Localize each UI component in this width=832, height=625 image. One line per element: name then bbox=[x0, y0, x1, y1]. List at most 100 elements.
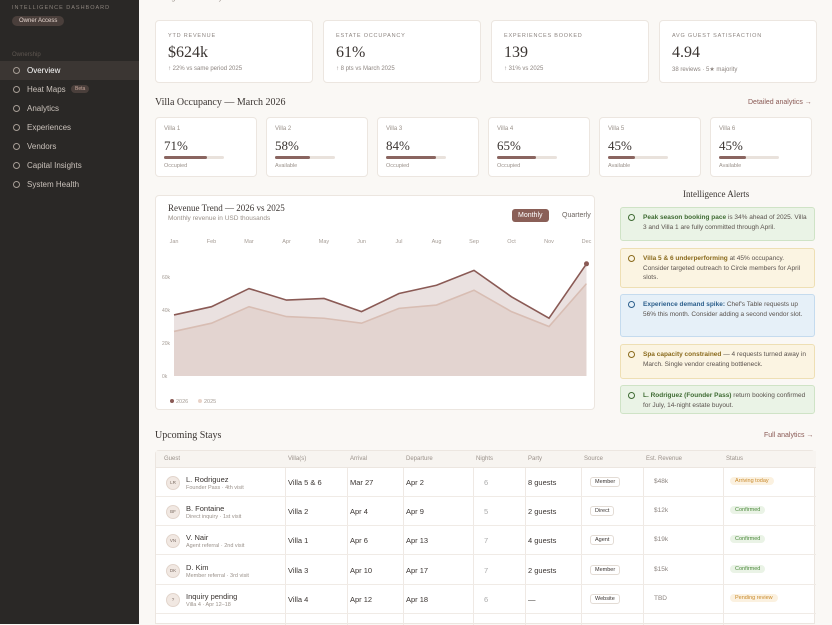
kpi-label: YTD REVENUE bbox=[168, 33, 216, 39]
nav-label: Overview bbox=[27, 66, 61, 75]
alert-lead: Experience demand spike: bbox=[643, 301, 726, 308]
cell-nights: 7 bbox=[484, 565, 489, 575]
nav-label: System Health bbox=[27, 180, 80, 189]
chart-subtitle: Monthly revenue in USD thousands bbox=[168, 215, 271, 222]
villa-name: Villa 2 bbox=[275, 126, 292, 132]
nav-item[interactable]: Experiences bbox=[0, 118, 139, 137]
section-link[interactable]: Detailed analytics → bbox=[748, 99, 812, 106]
stays-table: Guest Villa(s) Arrival Departure Nights Party… bbox=[155, 450, 816, 625]
nav-item[interactable]: System Health bbox=[0, 175, 139, 194]
alerts-title: Intelligence Alerts bbox=[683, 189, 750, 199]
alert-body: return booking confirmed for July, 14-ni… bbox=[643, 392, 806, 409]
nav-item[interactable]: Heat Maps Beta bbox=[0, 80, 139, 99]
alert-text: Experience demand spike: Chef's Table re… bbox=[643, 300, 809, 319]
column-header: Departure bbox=[406, 456, 433, 462]
column-divider bbox=[581, 451, 582, 625]
area bbox=[174, 283, 587, 376]
kpi-card: AVG GUEST SATISFACTION 4.94 38 reviews · 5… bbox=[659, 20, 817, 83]
alert-body: — 4 requests turned away in March. Singl… bbox=[643, 351, 806, 368]
column-divider bbox=[643, 451, 644, 625]
villa-status: Available bbox=[608, 163, 631, 169]
status-pill: Confirmed bbox=[730, 564, 766, 573]
villa-status: Occupied bbox=[386, 163, 410, 169]
line bbox=[173, 283, 588, 333]
guest-name: L. Rodriguez bbox=[186, 475, 229, 484]
toggle-button[interactable]: Monthly bbox=[512, 209, 549, 222]
alert-text: Villa 5 & 6 underperforming at 45% occup… bbox=[643, 254, 809, 283]
owner-access[interactable]: Owner Access bbox=[12, 16, 65, 26]
status-pill: Confirmed bbox=[730, 506, 766, 515]
nav-item[interactable]: Analytics bbox=[0, 99, 139, 118]
cell-party: 2 guests bbox=[528, 565, 557, 575]
kpi-card: EXPERIENCES BOOKED 139 ↑ 31% vs 2025 bbox=[491, 20, 649, 83]
alert-lead: L. Rodriguez (Founder Pass) bbox=[643, 392, 732, 399]
table-row[interactable]: VN V. Nair Agent referral · 2nd visit Villa… bbox=[156, 526, 816, 556]
alert-icon bbox=[628, 351, 635, 358]
alert-icon bbox=[628, 255, 635, 262]
nav-item[interactable]: Capital Insights bbox=[0, 156, 139, 175]
alert-body: at 45% occupancy. Consider targeted outr… bbox=[643, 255, 801, 282]
villa-bar bbox=[275, 156, 310, 159]
villa-track bbox=[608, 156, 668, 159]
villa-bar bbox=[386, 156, 437, 159]
kpi-value: 4.94 bbox=[672, 44, 700, 61]
guest-note: Direct inquiry · 1st visit bbox=[186, 514, 242, 521]
alert: Experience demand spike: Chef's Table re… bbox=[620, 294, 815, 337]
x-tick-label: Aug bbox=[432, 239, 442, 245]
nav-label: Capital Insights bbox=[27, 161, 82, 170]
kpi-value: 61% bbox=[336, 44, 366, 61]
kpi-note: ↑ 31% vs 2025 bbox=[504, 66, 544, 72]
cell-party: — bbox=[528, 594, 536, 604]
cell-departure: Apr 2 bbox=[406, 478, 424, 487]
cell-departure: Apr 9 bbox=[406, 507, 424, 517]
legend-label: 2026 bbox=[176, 399, 188, 405]
kpi-value: $624k bbox=[168, 44, 208, 61]
column-divider bbox=[525, 451, 526, 625]
villa-bar bbox=[719, 156, 746, 159]
table-row[interactable]: BF B. Fontaine Direct inquiry · 1st visit V… bbox=[156, 497, 816, 527]
cell-arrival: Apr 10 bbox=[350, 565, 373, 575]
villa-card: Villa 6 45% Available bbox=[710, 117, 812, 177]
villa-status: Available bbox=[719, 163, 742, 169]
alert-lead: Peak season booking pace bbox=[643, 214, 727, 221]
nav-label: Heat Maps bbox=[27, 85, 66, 94]
villa-card: Villa 3 84% Occupied bbox=[377, 117, 479, 177]
alert-body: is 34% ahead of 2025. Villa 3 and Villa … bbox=[643, 214, 807, 231]
x-tick-label: Mar bbox=[244, 239, 254, 245]
nav-icon bbox=[13, 162, 20, 169]
villa-track bbox=[164, 156, 224, 159]
nav-item[interactable]: Vendors bbox=[0, 137, 139, 156]
cell-revenue: $15k bbox=[654, 565, 669, 573]
villa-value: 84% bbox=[386, 138, 410, 153]
line bbox=[173, 263, 588, 320]
x-tick-label: Oct bbox=[507, 239, 516, 245]
x-tick-label: Jan bbox=[170, 239, 179, 245]
villa-track bbox=[497, 156, 557, 159]
cell-villa: Villa 3 bbox=[288, 565, 309, 575]
villa-bar bbox=[164, 156, 207, 159]
villa-name: Villa 4 bbox=[497, 126, 514, 132]
section-link[interactable]: Full analytics → bbox=[764, 432, 814, 439]
chart-card: Revenue Trend — 2026 vs 2025 Monthly reve… bbox=[155, 195, 595, 410]
table-row[interactable]: LR L. Rodriguez Founder Pass · 4th visit Vi… bbox=[156, 468, 816, 497]
x-tick-label: Jul bbox=[395, 239, 402, 245]
villa-track bbox=[275, 156, 335, 159]
table-row[interactable]: DK D. Kim Member referral · 3rd visit Villa… bbox=[156, 556, 816, 585]
nav-item[interactable]: Overview bbox=[0, 61, 139, 80]
table-row[interactable]: ? Inquiry pending Villa 4 · Apr 12–18 Villa… bbox=[156, 585, 816, 614]
status-pill: Pending review bbox=[730, 593, 778, 602]
villa-name: Villa 5 bbox=[608, 126, 625, 132]
alert-icon bbox=[628, 301, 635, 308]
nav-badge: Beta bbox=[71, 85, 90, 93]
cell-arrival: Mar 27 bbox=[350, 478, 374, 487]
villa-value: 71% bbox=[164, 138, 188, 153]
column-header: Status bbox=[726, 456, 744, 462]
status-pill: Arriving today bbox=[730, 477, 774, 485]
y-tick-label: 40k bbox=[162, 308, 171, 314]
area bbox=[174, 263, 587, 376]
kpi-note: 38 reviews · 5★ majority bbox=[672, 67, 738, 73]
nav-label: Vendors bbox=[27, 142, 57, 151]
source-tag: Member bbox=[590, 477, 621, 487]
toggle-button[interactable]: Quarterly bbox=[562, 212, 591, 219]
nav-section: Ownership bbox=[12, 52, 41, 58]
